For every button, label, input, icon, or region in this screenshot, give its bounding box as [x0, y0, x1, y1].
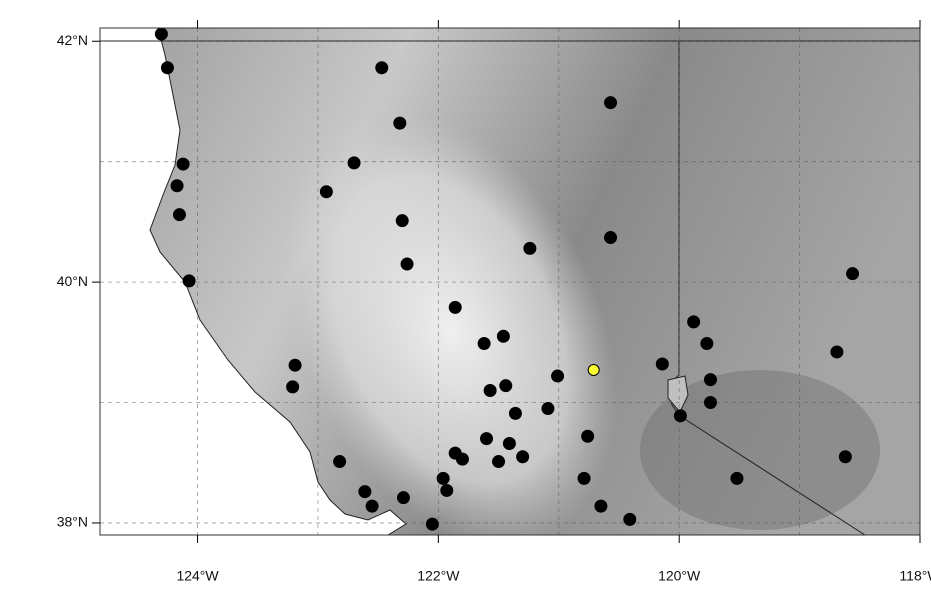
- station-point: [401, 258, 413, 270]
- station-point: [287, 381, 299, 393]
- station-point: [426, 518, 438, 530]
- station-point: [701, 338, 713, 350]
- station-point: [289, 359, 301, 371]
- highlight-point: [588, 365, 599, 376]
- station-point: [831, 346, 843, 358]
- station-point: [478, 338, 490, 350]
- x-tick-label: 124°W: [176, 568, 219, 584]
- map: 124°W 122°W 120°W 118°W 42°N 40°N 38°N: [0, 0, 931, 591]
- station-point: [500, 380, 512, 392]
- station-point: [595, 500, 607, 512]
- station-point: [582, 430, 594, 442]
- station-point: [839, 451, 851, 463]
- station-point: [397, 492, 409, 504]
- station-point: [497, 330, 509, 342]
- station-point: [320, 186, 332, 198]
- y-tick-label: 40°N: [57, 273, 88, 289]
- station-point: [155, 28, 167, 40]
- station-point: [481, 433, 493, 445]
- station-point: [542, 403, 554, 415]
- station-point: [484, 384, 496, 396]
- station-point: [493, 456, 505, 468]
- station-point: [509, 407, 521, 419]
- station-point: [847, 268, 859, 280]
- station-point: [396, 215, 408, 227]
- station-point: [161, 62, 173, 74]
- station-point: [704, 374, 716, 386]
- station-point: [348, 157, 360, 169]
- station-point: [605, 97, 617, 109]
- station-point: [704, 397, 716, 409]
- station-point: [183, 275, 195, 287]
- station-point: [366, 500, 378, 512]
- station-point: [173, 209, 185, 221]
- station-point: [503, 437, 515, 449]
- y-tick-label: 42°N: [57, 32, 88, 48]
- station-point: [441, 484, 453, 496]
- station-point: [437, 472, 449, 484]
- station-point: [376, 62, 388, 74]
- x-tick-label: 118°W: [899, 568, 931, 584]
- station-point: [517, 451, 529, 463]
- station-point: [552, 370, 564, 382]
- x-tick-label: 120°W: [658, 568, 701, 584]
- station-point: [334, 456, 346, 468]
- station-point: [524, 242, 536, 254]
- station-point: [605, 232, 617, 244]
- station-point: [456, 453, 468, 465]
- station-point: [449, 301, 461, 313]
- x-tick-label: 122°W: [417, 568, 460, 584]
- station-point: [656, 358, 668, 370]
- station-point: [731, 472, 743, 484]
- station-point: [624, 513, 636, 525]
- terrain: [100, 28, 920, 591]
- station-point: [394, 117, 406, 129]
- station-point: [688, 316, 700, 328]
- station-point: [171, 180, 183, 192]
- station-point: [177, 158, 189, 170]
- station-point: [578, 472, 590, 484]
- station-point: [359, 486, 371, 498]
- y-tick-label: 38°N: [57, 514, 88, 530]
- station-point: [674, 410, 686, 422]
